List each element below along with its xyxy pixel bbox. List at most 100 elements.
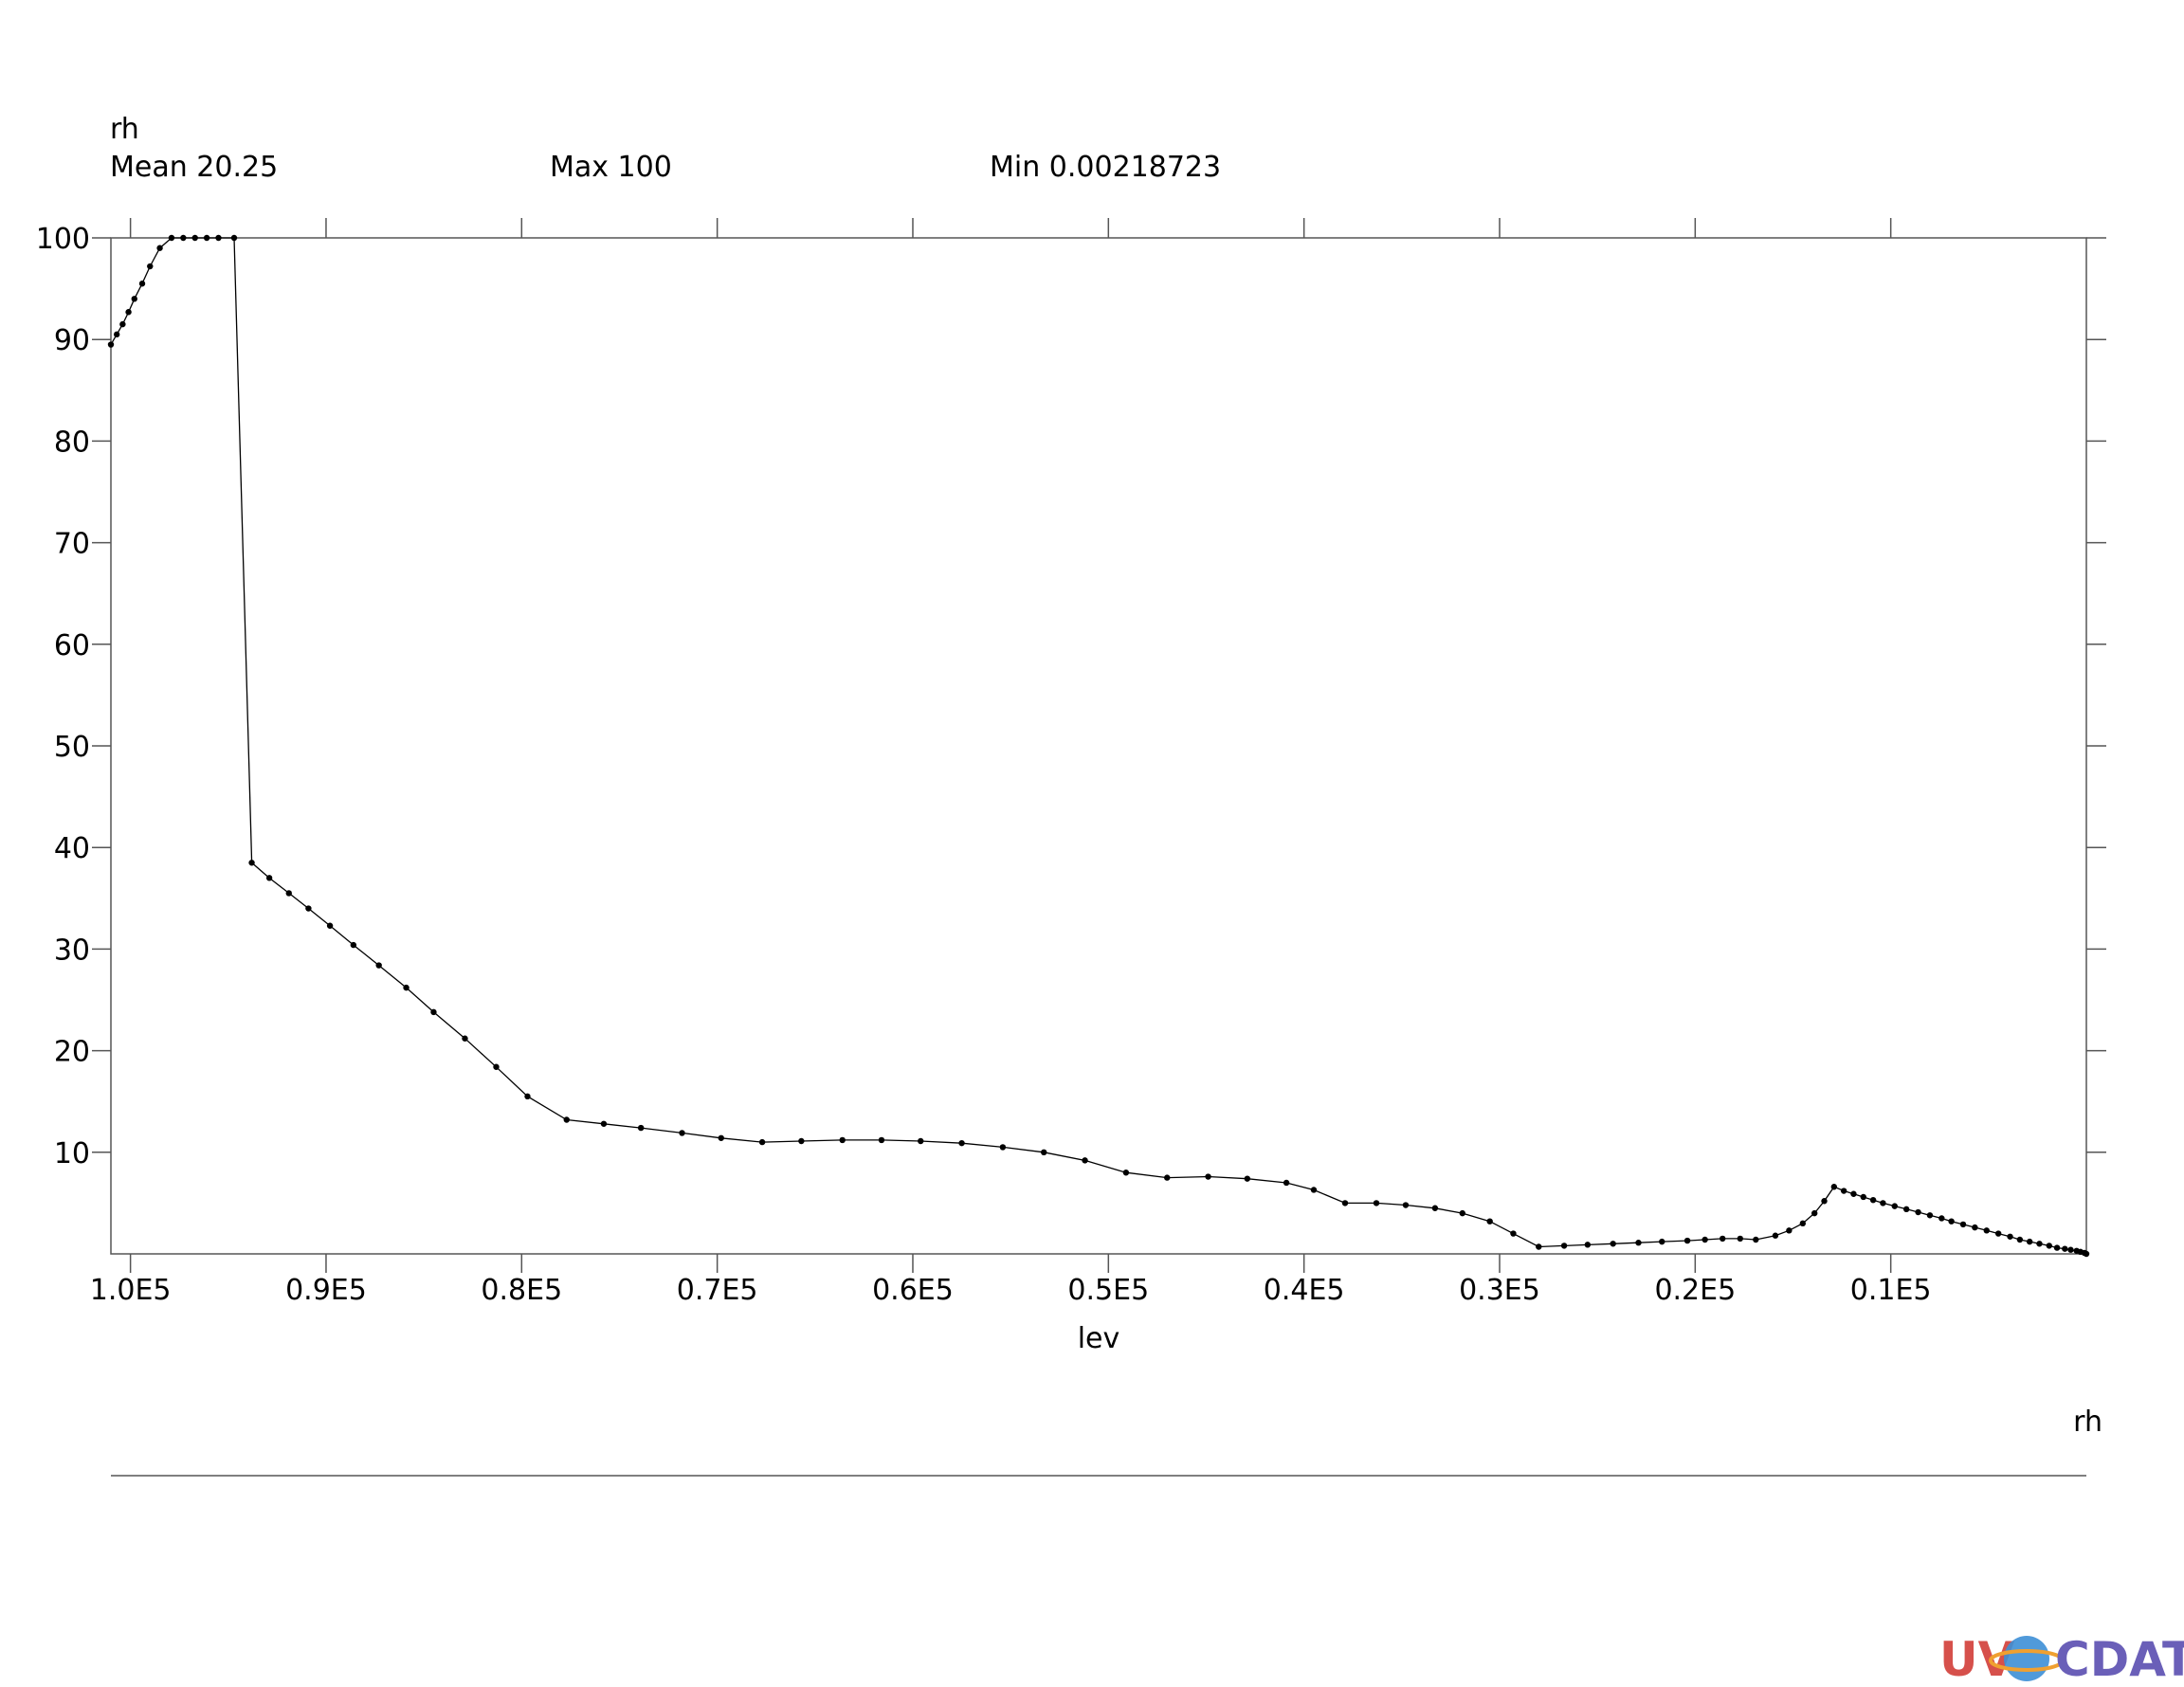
data-point	[839, 1136, 846, 1144]
x-tick-label: 0.5E5	[1067, 1274, 1149, 1307]
data-point	[156, 245, 163, 251]
logo-text-left: UV	[1939, 1632, 2015, 1687]
data-point	[1584, 1242, 1592, 1248]
min-label: Min 0.00218723	[990, 151, 1221, 184]
y-tick-label: 90	[54, 324, 90, 357]
orbit-icon	[1989, 1649, 2065, 1672]
data-point	[918, 1137, 924, 1145]
data-point	[1659, 1238, 1665, 1245]
data-point	[1786, 1227, 1793, 1234]
data-point	[462, 1035, 468, 1042]
data-point	[230, 234, 238, 242]
data-point	[1459, 1209, 1465, 1217]
data-point	[2067, 1246, 2074, 1253]
y-tick-label: 100	[36, 223, 90, 256]
legend-label: rh	[2073, 1406, 2102, 1439]
data-point	[1926, 1212, 1934, 1219]
plot-frame	[110, 237, 2087, 1255]
data-point	[2053, 1244, 2061, 1251]
data-point	[1510, 1230, 1517, 1237]
data-point	[1948, 1218, 1955, 1224]
data-point	[1983, 1227, 1990, 1234]
data-point	[1972, 1224, 1978, 1231]
data-point	[203, 234, 210, 242]
data-point	[1860, 1193, 1866, 1201]
data-point	[999, 1144, 1007, 1151]
x-tick-label: 0.9E5	[285, 1274, 367, 1307]
x-tick-label: 0.2E5	[1654, 1274, 1736, 1307]
y-axis-ticks: 100 90 80 70 60 50 40 30 20 10	[36, 223, 2106, 1170]
data-point	[1702, 1236, 1708, 1243]
data-point	[119, 320, 126, 328]
data-point	[2016, 1236, 2024, 1243]
data-point	[131, 296, 137, 302]
data-point	[493, 1063, 500, 1070]
data-point	[138, 281, 146, 287]
data-point	[147, 263, 154, 270]
variable-name: rh	[110, 113, 139, 146]
series-line-rh	[110, 237, 2087, 1255]
data-point	[878, 1136, 885, 1144]
logo-text-right: CDAT	[2055, 1632, 2184, 1687]
data-point	[1753, 1236, 1759, 1243]
data-point	[637, 1124, 645, 1132]
data-point	[718, 1134, 724, 1141]
data-point	[1869, 1196, 1877, 1204]
data-point	[1560, 1243, 1568, 1249]
data-point	[1850, 1190, 1857, 1197]
data-point	[1041, 1149, 1047, 1156]
x-tick-label: 1.0E5	[90, 1274, 172, 1307]
y-tick-label: 60	[54, 629, 90, 662]
data-point	[1244, 1175, 1251, 1182]
x-tick-label: 0.1E5	[1850, 1274, 1932, 1307]
data-point	[265, 875, 273, 881]
data-point	[1915, 1208, 1921, 1216]
data-point	[563, 1116, 570, 1123]
data-point	[2046, 1243, 2052, 1249]
y-tick-label: 50	[54, 731, 90, 764]
data-point	[1938, 1215, 1945, 1222]
data-point	[1799, 1220, 1807, 1227]
data-point	[168, 234, 175, 242]
data-point	[248, 860, 255, 866]
y-tick-label: 10	[54, 1137, 90, 1170]
data-point	[2036, 1241, 2043, 1247]
data-point	[1536, 1243, 1542, 1250]
data-point	[350, 941, 357, 949]
y-tick-label: 80	[54, 426, 90, 459]
data-point	[113, 331, 120, 338]
x-tick-label: 0.4E5	[1264, 1274, 1345, 1307]
data-point	[1811, 1209, 1818, 1217]
data-point	[1310, 1187, 1318, 1193]
x-tick-label: 0.7E5	[677, 1274, 758, 1307]
data-point	[285, 890, 292, 897]
data-point	[305, 905, 312, 912]
data-point	[524, 1093, 531, 1100]
x-axis-title: lev	[1078, 1322, 1120, 1355]
y-tick-label: 30	[54, 934, 90, 967]
data-point	[125, 309, 132, 316]
x-axis-ticks: 1.0E5 0.9E5 0.8E5 0.7E5 0.6E5 0.5E5 0.4E5 0.3E5…	[90, 218, 1932, 1307]
series-points-rh	[107, 234, 2090, 1258]
data-point	[1122, 1170, 1130, 1176]
data-point	[1840, 1188, 1847, 1194]
data-point	[1341, 1200, 1349, 1206]
y-tick-label: 70	[54, 528, 90, 561]
data-point	[1205, 1173, 1211, 1180]
data-point	[1082, 1157, 1088, 1164]
data-point	[191, 234, 198, 242]
data-point	[1720, 1235, 1726, 1243]
data-point	[1772, 1232, 1779, 1239]
data-point	[215, 234, 222, 242]
data-point	[1880, 1200, 1886, 1206]
data-point	[1373, 1200, 1380, 1206]
data-point	[180, 234, 187, 242]
data-point	[1610, 1241, 1616, 1247]
data-point	[1684, 1237, 1691, 1244]
y-tick-label: 20	[54, 1036, 90, 1069]
data-point	[758, 1138, 766, 1146]
data-point	[1821, 1198, 1828, 1205]
data-point	[2026, 1238, 2033, 1245]
data-point	[1737, 1235, 1743, 1243]
